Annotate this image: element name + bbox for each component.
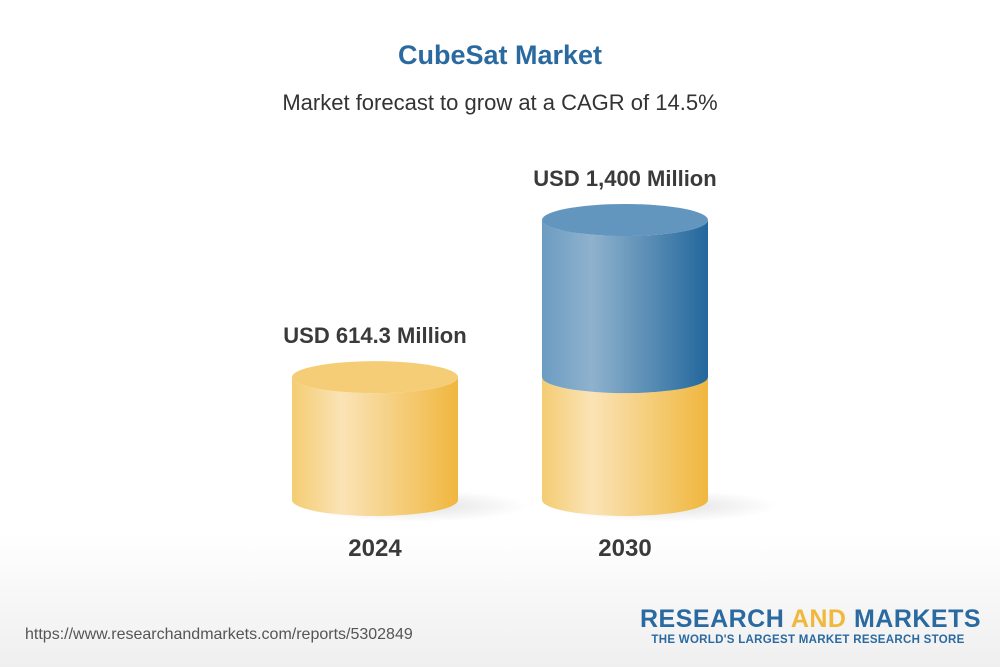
cylinder-top-2024 — [292, 361, 458, 394]
chart-title: CubeSat Market — [397, 40, 603, 70]
cylinder-base-segment-2024 — [292, 377, 458, 516]
logo-word-research: RESEARCH — [640, 605, 791, 633]
logo-word-and: AND — [790, 605, 847, 633]
category-label-2024: 2024 — [348, 535, 402, 562]
data-label-2030: USD 1,400 Million — [533, 166, 716, 191]
cylinder-chart: USD 614.3 Million USD 1,400 Million 2024… — [283, 166, 778, 562]
category-label-2030: 2030 — [598, 535, 651, 562]
source-url[interactable]: https://www.researchandmarkets.com/repor… — [25, 626, 413, 643]
logo-word-markets: MARKETS — [846, 605, 982, 633]
chart-subtitle: Market forecast to grow at a CAGR of 14.… — [282, 90, 718, 115]
logo-tagline: THE WORLD'S LARGEST MARKET RESEARCH STOR… — [651, 634, 965, 646]
research-and-markets-logo: RESEARCH AND MARKETS THE WORLD'S LARGEST… — [640, 605, 981, 646]
cylinder-growth-segment-2030 — [542, 220, 708, 394]
cylinder-base-segment-2030 — [542, 377, 708, 516]
data-label-2024: USD 614.3 Million — [283, 323, 466, 348]
cylinder-top-2030 — [542, 204, 708, 236]
